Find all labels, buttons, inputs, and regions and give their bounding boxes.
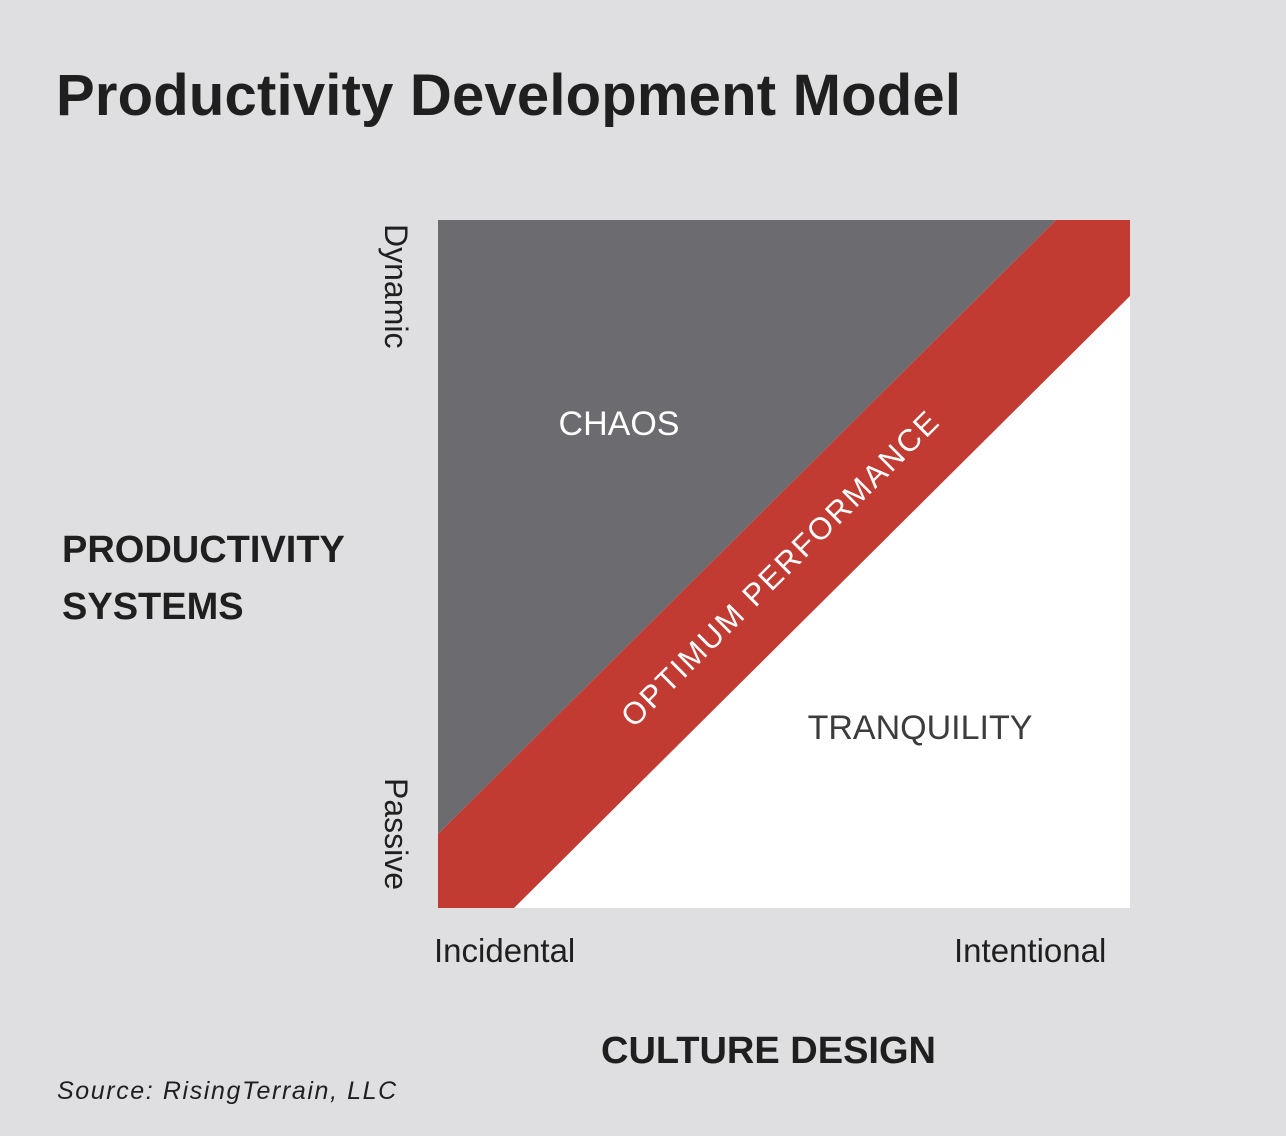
x-axis-left-label: Incidental xyxy=(434,932,576,969)
page-title: Productivity Development Model xyxy=(56,63,962,128)
y-axis-title-line2: SYSTEMS xyxy=(62,586,244,628)
y-axis-title-line1: PRODUCTIVITY xyxy=(62,529,345,571)
optimum-performance-band xyxy=(438,220,1130,908)
y-axis-title: PRODUCTIVITY SYSTEMS xyxy=(62,522,345,636)
x-axis-right-label: Intentional xyxy=(954,932,1107,969)
tranquility-label: TRANQUILITY xyxy=(808,709,1033,747)
source-credit: Source: RisingTerrain, LLC xyxy=(57,1077,398,1105)
x-axis-title: CULTURE DESIGN xyxy=(601,1030,936,1072)
chaos-label: CHAOS xyxy=(559,405,680,443)
